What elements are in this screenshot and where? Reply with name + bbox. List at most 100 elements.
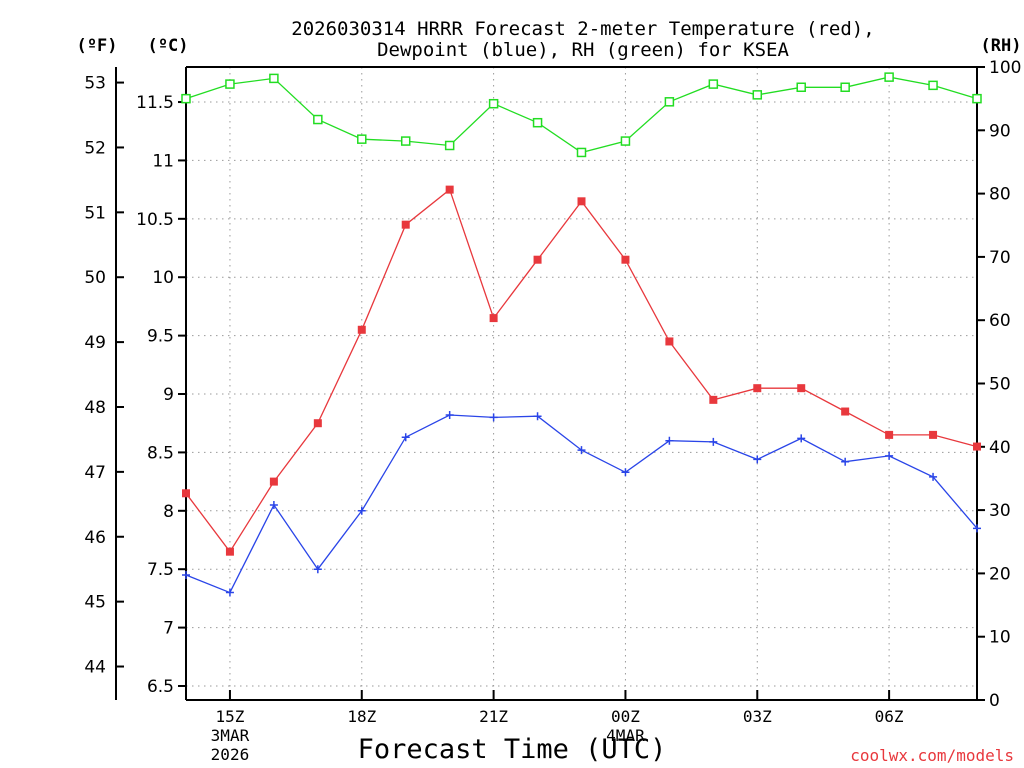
fahrenheit-tick-label: 48	[84, 398, 106, 418]
rh-point	[708, 79, 719, 89]
fahrenheit-tick-label: 53	[84, 74, 106, 94]
temperature-point	[269, 477, 278, 486]
celsius-tick-label: 11	[152, 151, 174, 171]
credit-text: coolwx.com/models	[850, 746, 1014, 765]
rh-point	[796, 82, 806, 93]
celsius-tick-label: 11.5	[136, 93, 174, 113]
rh-tick-label: 50	[989, 375, 1011, 395]
celsius-axis-unit: (ºC)	[148, 36, 189, 56]
x-tick-label: 06Z	[875, 707, 904, 726]
x-tick-label: 03Z	[743, 707, 772, 726]
dewpoint-point	[621, 468, 630, 477]
rh-tick-label: 20	[989, 564, 1011, 584]
rh-line	[185, 76, 978, 154]
x-tick-label: 18Z	[347, 707, 376, 726]
temperature-point	[885, 430, 894, 439]
temperature-point	[533, 255, 542, 264]
rh-tick-label: 100	[989, 58, 1021, 78]
fahrenheit-axis-unit: (ºF)	[77, 36, 118, 56]
x-axis-label: Forecast Time (UTC)	[358, 734, 667, 765]
temperature-series	[182, 185, 981, 556]
temperature-point	[797, 384, 806, 393]
dewpoint-point	[665, 436, 674, 445]
rh-point	[620, 136, 631, 146]
rh-point	[752, 90, 763, 100]
dewpoint-point	[445, 411, 454, 420]
rh-tick-label: 0	[989, 691, 1000, 711]
temperature-point	[753, 384, 762, 393]
temperature-point	[225, 547, 234, 556]
celsius-tick-label: 9.5	[147, 327, 174, 347]
celsius-tick-label: 8.5	[147, 443, 174, 463]
rh-point	[269, 73, 279, 84]
rh-axis-unit: (RH)	[981, 36, 1022, 56]
rh-point	[400, 136, 411, 146]
x-tick-label: 00Z	[611, 707, 640, 726]
dewpoint-point	[929, 472, 938, 481]
fahrenheit-tick-label: 44	[84, 658, 106, 678]
temperature-point	[401, 220, 410, 229]
dewpoint-point	[313, 565, 322, 574]
dewpoint-point	[489, 413, 498, 422]
rh-tick-label: 70	[989, 248, 1011, 268]
rh-point	[532, 117, 543, 128]
rh-point	[181, 93, 191, 104]
dewpoint-point	[357, 506, 366, 515]
rh-point	[576, 147, 587, 158]
x-tick-label: 15Z	[215, 707, 244, 726]
rh-point	[225, 79, 235, 89]
temperature-point	[973, 442, 981, 451]
rh-point	[972, 93, 982, 104]
rh-point	[928, 80, 938, 91]
fahrenheit-tick-label: 51	[84, 203, 106, 223]
x-tick-date-label: 4MAR	[606, 726, 645, 745]
dewpoint-series	[182, 411, 981, 597]
fahrenheit-tick-label: 46	[84, 528, 106, 548]
temperature-point	[841, 407, 850, 416]
dewpoint-point	[709, 437, 718, 446]
temperature-point	[182, 489, 190, 498]
celsius-tick-label: 7	[163, 619, 174, 639]
rh-point	[313, 114, 323, 125]
dewpoint-point	[269, 500, 278, 509]
temperature-point	[709, 395, 718, 404]
fahrenheit-tick-label: 45	[84, 593, 106, 613]
gridlines	[186, 67, 977, 700]
x-tick-year-label: 2026	[211, 745, 250, 764]
rh-point	[357, 134, 367, 144]
chart-title-line1: 2026030314 HRRR Forecast 2-meter Tempera…	[291, 18, 874, 40]
temperature-point	[357, 325, 366, 334]
rh-point	[840, 82, 850, 93]
rh-tick-label: 30	[989, 501, 1011, 521]
temperature-point	[577, 197, 586, 206]
series-layer	[181, 72, 982, 597]
rh-series	[181, 72, 982, 158]
celsius-tick-label: 7.5	[147, 560, 174, 580]
x-tick-label: 21Z	[479, 707, 508, 726]
temperature-point	[929, 430, 938, 439]
axes: 6.5 7 7.5 8 8.5 9 9.5 10 10.5 11 11.5 44 45 46 47 48 49 5…	[84, 58, 1021, 764]
dewpoint-point	[885, 451, 894, 460]
temperature-point	[665, 337, 674, 346]
temperature-point	[313, 419, 322, 428]
rh-point	[444, 140, 455, 151]
celsius-tick-label: 6.5	[147, 677, 174, 697]
dewpoint-point	[533, 412, 542, 421]
celsius-tick-label: 10.5	[136, 210, 174, 230]
dewpoint-point	[841, 457, 850, 466]
rh-tick-label: 90	[989, 121, 1011, 141]
temperature-point	[489, 314, 498, 323]
celsius-tick-label: 8	[163, 502, 174, 522]
chart-title-line2: Dewpoint (blue), RH (green) for KSEA	[377, 39, 789, 61]
dewpoint-point	[797, 434, 806, 443]
rh-point	[488, 98, 499, 109]
rh-point	[884, 72, 894, 82]
fahrenheit-tick-label: 47	[84, 463, 106, 483]
temperature-point	[621, 255, 630, 264]
fahrenheit-tick-label: 52	[84, 138, 106, 158]
fahrenheit-tick-label: 49	[84, 333, 106, 353]
celsius-tick-label: 9	[163, 385, 174, 405]
dewpoint-point	[577, 446, 586, 455]
rh-tick-label: 80	[989, 185, 1011, 205]
